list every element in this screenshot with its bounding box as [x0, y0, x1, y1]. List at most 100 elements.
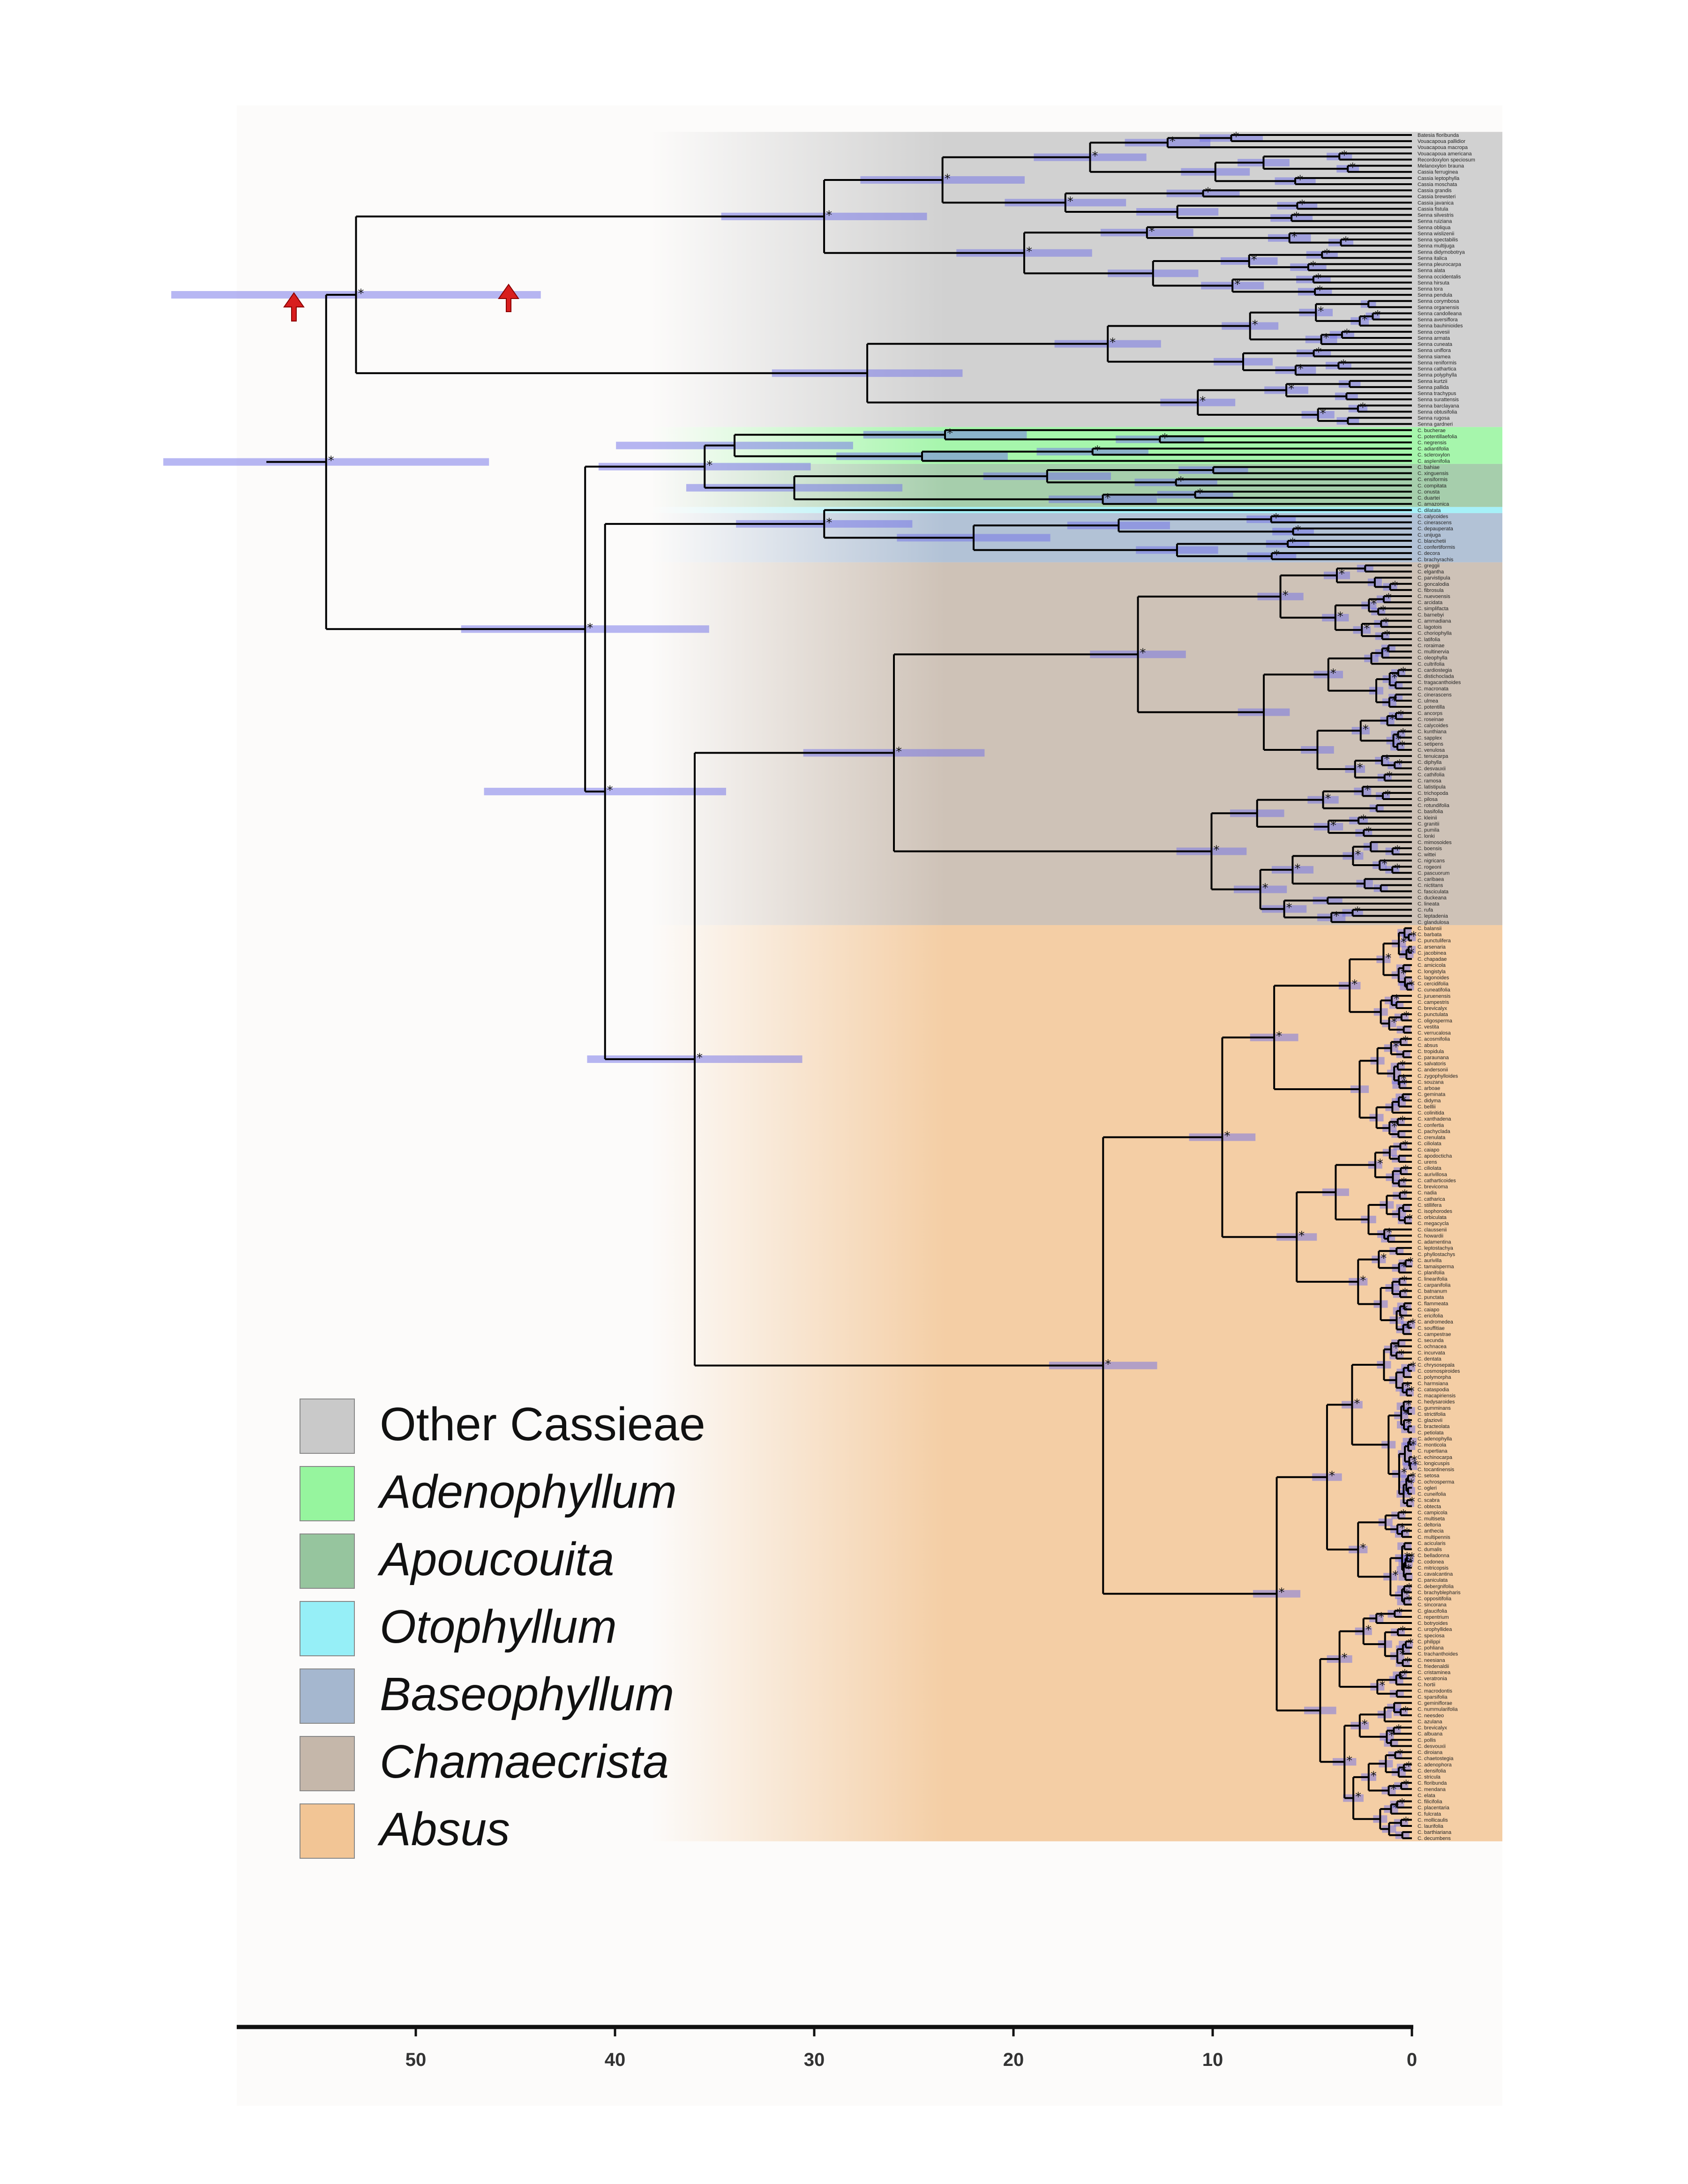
- tip-label: C. juruenensis: [1418, 994, 1451, 999]
- tip-label: Senna corymbosa: [1418, 299, 1460, 304]
- tip-label: C. barthiariana: [1418, 1830, 1452, 1835]
- tip-label: C. oleophylla: [1418, 655, 1448, 661]
- tip-label: Senna kurtzii: [1418, 379, 1448, 384]
- support-star: *: [1320, 407, 1326, 421]
- support-star: *: [1407, 1212, 1413, 1227]
- support-star: *: [1406, 1417, 1412, 1431]
- support-star: *: [1330, 666, 1336, 681]
- tip-label: C. incurvata: [1418, 1350, 1446, 1356]
- tip-label: C. absus: [1418, 1043, 1438, 1048]
- tip-label: C. ciliolata: [1418, 1141, 1442, 1147]
- tip-label: C. xanthadena: [1418, 1116, 1451, 1122]
- tip-label: C. lonki: [1418, 834, 1435, 839]
- tip-label: C. harmsiana: [1418, 1381, 1448, 1386]
- tip-label: Batesia floribunda: [1418, 133, 1459, 138]
- support-star: *: [1398, 1672, 1404, 1686]
- tip-label: C. brachyrachis: [1418, 557, 1454, 562]
- support-star: *: [1291, 230, 1298, 244]
- tip-label: C. latifolia: [1418, 637, 1440, 643]
- support-star: *: [1393, 1040, 1399, 1054]
- support-star: *: [1401, 1274, 1407, 1288]
- tip-label: Cassia brewsteri: [1418, 194, 1455, 200]
- tip-label: C. speciosa: [1418, 1633, 1445, 1638]
- support-star: *: [1380, 604, 1386, 618]
- tip-label: C. boensis: [1418, 846, 1442, 852]
- tip-label: C. barbata: [1418, 932, 1442, 938]
- tip-label: C. cristaminea: [1418, 1670, 1451, 1675]
- support-star: *: [945, 172, 951, 186]
- tip-label: C. ammadiana: [1418, 618, 1451, 624]
- tip-label: C. macapiriensis: [1418, 1393, 1456, 1399]
- support-star: *: [1095, 444, 1101, 458]
- support-star: *: [947, 427, 953, 441]
- tip-label: C. cercidifolia: [1418, 981, 1449, 987]
- tip-label: C. campestrae: [1418, 1331, 1451, 1337]
- tip-label: C. fulcrata: [1418, 1811, 1441, 1817]
- tip-label: C. mendana: [1418, 1787, 1446, 1792]
- support-star: *: [1298, 1229, 1305, 1243]
- tip-label: C. longicuspis: [1418, 1461, 1450, 1466]
- support-star: *: [1400, 665, 1406, 679]
- clade-legend: Other Cassieae Adenophyllum Apoucouita Otop…: [300, 1398, 705, 1859]
- tip-label: C. negrensis: [1418, 440, 1447, 446]
- tip-label: C. multinervia: [1418, 649, 1449, 655]
- support-star: *: [1392, 671, 1398, 685]
- support-star: *: [1274, 548, 1280, 562]
- tip-label: Senna obtusifolia: [1418, 409, 1457, 415]
- tip-label: C. aurivillosa: [1418, 1172, 1448, 1177]
- support-star: *: [1297, 173, 1303, 187]
- tip-label: C. sapplex: [1418, 735, 1442, 741]
- tip-label: C. stillifera: [1418, 1203, 1442, 1208]
- support-star: *: [1401, 967, 1407, 981]
- tip-label: C. filicifolia: [1418, 1799, 1442, 1805]
- legend-swatch: [300, 1533, 355, 1589]
- tip-label: C. punctulata: [1418, 1012, 1448, 1017]
- tip-label: C. repentrium: [1418, 1615, 1449, 1620]
- support-star: *: [1386, 1226, 1392, 1240]
- time-axis: 50 40 30 20 10 0: [237, 2025, 1417, 2070]
- tip-label: C. tragacanthoides: [1418, 680, 1461, 686]
- tip-label: C. rupertiana: [1418, 1449, 1448, 1454]
- tip-label: C. tamaisperma: [1418, 1264, 1455, 1270]
- support-star: *: [1315, 271, 1321, 285]
- axis-tick-label: 10: [1202, 2049, 1223, 2070]
- tip-label: C. ulmea: [1418, 698, 1439, 704]
- support-star: *: [1402, 1286, 1408, 1300]
- support-star: *: [1395, 1723, 1402, 1737]
- tip-label: C. strictifolia: [1418, 1412, 1446, 1417]
- support-star: *: [1395, 843, 1401, 857]
- support-star: *: [1273, 511, 1279, 525]
- tip-label: C. brachyblepharis: [1418, 1590, 1461, 1595]
- support-star: *: [1351, 978, 1358, 992]
- support-star: *: [1363, 723, 1369, 737]
- tip-label: C. crenulata: [1418, 1135, 1446, 1141]
- support-star: *: [1384, 645, 1390, 659]
- tip-label: C. oppositifolia: [1418, 1596, 1452, 1602]
- support-star: *: [1341, 149, 1347, 163]
- tip-label: Senna multijuga: [1418, 243, 1455, 249]
- support-star: *: [1400, 726, 1406, 740]
- support-star: *: [1399, 1796, 1405, 1810]
- tip-label: C. cathifolia: [1418, 772, 1445, 778]
- tip-label: C. caribaea: [1418, 877, 1444, 883]
- tip-label: C. calycoides: [1418, 723, 1448, 729]
- tip-label: Cassia fistula: [1418, 206, 1448, 212]
- tip-label: C. scabra: [1418, 1498, 1440, 1503]
- tip-label: C. adenophora: [1418, 1762, 1452, 1768]
- tip-label: C. leptadenia: [1418, 913, 1448, 919]
- tip-label: C. zygophylloides: [1418, 1073, 1458, 1079]
- tip-label: C. pachyclada: [1418, 1129, 1451, 1134]
- tip-label: C. secunda: [1418, 1338, 1444, 1344]
- tip-label: C. belllii: [1418, 1104, 1436, 1110]
- tip-label: Senna italica: [1418, 255, 1448, 261]
- tip-label: C. ochnacea: [1418, 1344, 1447, 1350]
- tip-label: C. ramosa: [1418, 778, 1442, 784]
- axis-tick-label: 50: [405, 2049, 427, 2070]
- support-star: *: [1403, 1010, 1410, 1024]
- support-star: *: [1399, 1521, 1405, 1535]
- tip-label: C. balansii: [1418, 926, 1441, 931]
- tip-label: C. isophorodes: [1418, 1209, 1452, 1214]
- tip-label: C. neesiana: [1418, 1658, 1446, 1663]
- support-star: *: [1362, 1718, 1368, 1732]
